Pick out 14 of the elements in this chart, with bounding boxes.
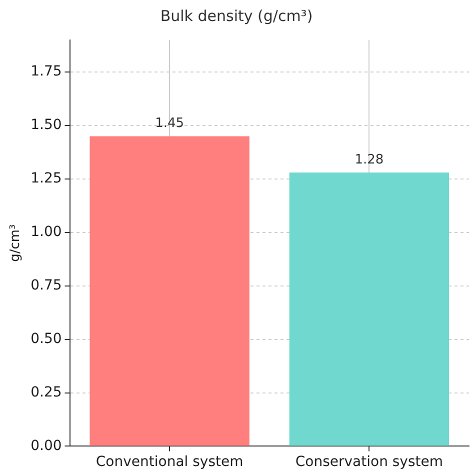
chart-title: Bulk density (g/cm³) — [160, 6, 313, 25]
y-tick-label: 1.25 — [30, 170, 62, 187]
x-tick-label: Conservation system — [295, 454, 444, 470]
y-tick-label: 0.75 — [30, 278, 62, 294]
y-tick-label: 1.50 — [30, 117, 62, 134]
y-tick-label: 1.00 — [30, 224, 62, 240]
data-label: 1.45 — [155, 116, 184, 132]
y-tick-label: 1.75 — [30, 64, 62, 80]
y-tick-label: 0.50 — [30, 330, 62, 347]
data-label: 1.28 — [354, 152, 384, 168]
x-tick-label: Conventional system — [96, 454, 244, 470]
y-tick-label: 0.00 — [30, 438, 62, 454]
y-axis-title: g/cm³ — [8, 224, 24, 262]
y-tick-label: 0.25 — [30, 384, 62, 400]
